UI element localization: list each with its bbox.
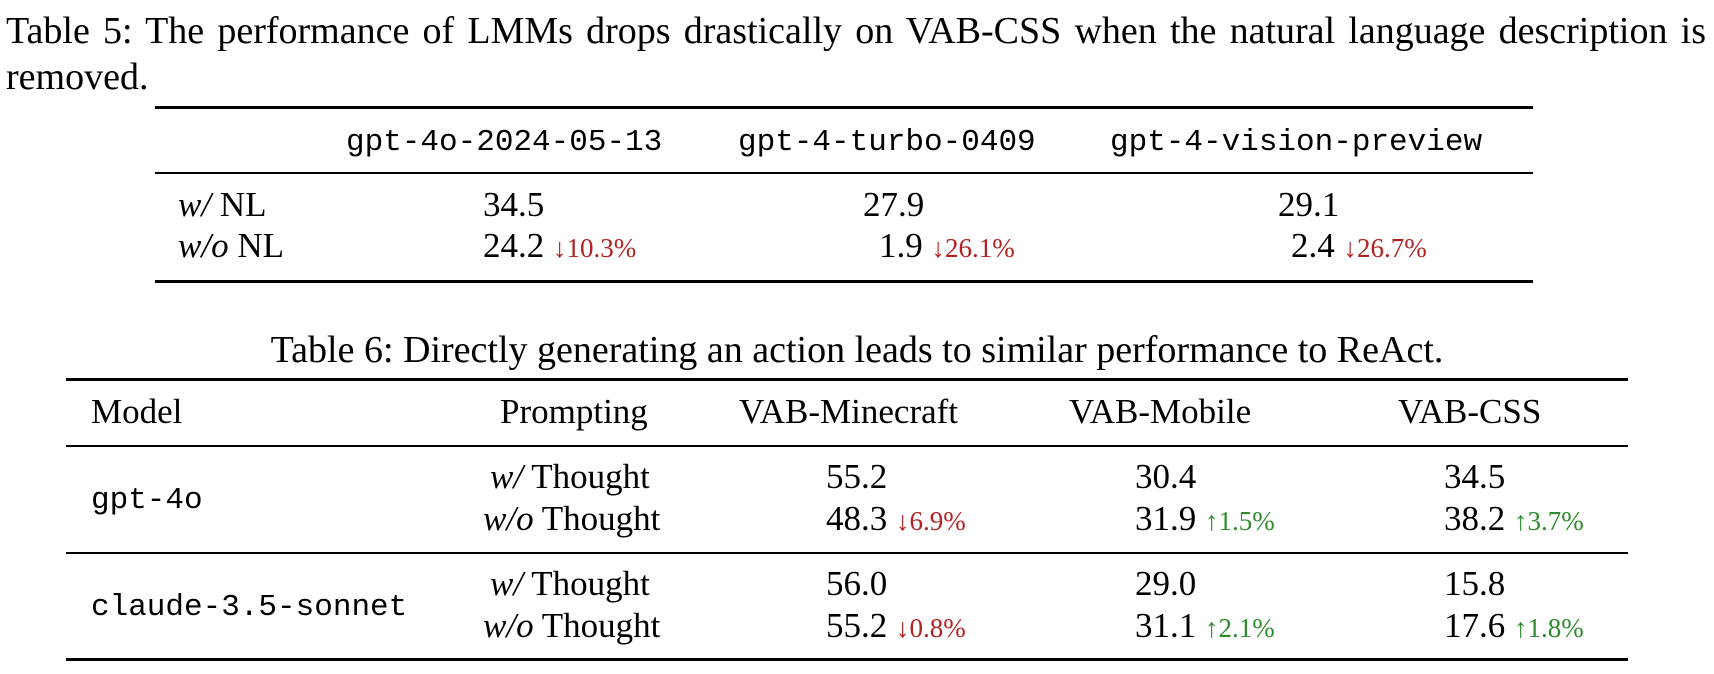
table6-header-css: VAB-CSS xyxy=(1398,392,1542,431)
table5-top-rule xyxy=(155,106,1533,109)
delta-down: ↓0.8% xyxy=(896,613,966,643)
table5-header-gpt-4-turbo: gpt-4-turbo-0409 xyxy=(738,125,1036,160)
table6-cell-value: 34.5 xyxy=(1444,457,1506,496)
table6-group-rule xyxy=(66,552,1628,554)
delta-up: ↑1.5% xyxy=(1205,506,1275,536)
table6-prompting: w/o Thought xyxy=(483,498,660,540)
table5-mid-rule xyxy=(155,172,1533,174)
prompting-italic: w/ xyxy=(490,564,524,603)
value-text: 17.6 xyxy=(1444,606,1506,645)
table6-header-rule xyxy=(66,445,1628,447)
table6-prompting: w/o Thought xyxy=(483,605,660,647)
table5-row-label: w/ NL xyxy=(178,184,266,226)
value-text: 31.1 xyxy=(1135,606,1197,645)
table6-header-mobile: VAB-Mobile xyxy=(1069,392,1252,431)
table5-cell-value: 34.5 xyxy=(483,185,545,224)
table6-cell-value: 29.0 xyxy=(1135,564,1197,603)
table5-header-gpt-4-vision: gpt-4-vision-preview xyxy=(1110,125,1483,160)
table6-cell-value: 15.8 xyxy=(1444,564,1506,603)
table6-prompting: w/ Thought xyxy=(490,456,650,498)
prompting-rest: Thought xyxy=(523,457,650,496)
table6-cell-value: 31.1 ↑2.1% xyxy=(1135,605,1275,649)
value-text: 1.9 xyxy=(879,226,923,265)
table5-cell-value: 2.4 ↓26.7% xyxy=(1291,225,1427,269)
value-text: 38.2 xyxy=(1444,499,1506,538)
table6-header-minecraft: VAB-Minecraft xyxy=(739,392,959,431)
delta-up: ↑1.8% xyxy=(1514,613,1584,643)
table5-cell-value: 27.9 xyxy=(863,185,925,224)
delta-up: ↑3.7% xyxy=(1514,506,1584,536)
table5-cell-value: 1.9 ↓26.1% xyxy=(879,225,1015,269)
value-text: 31.9 xyxy=(1135,499,1197,538)
prompting-rest: Thought xyxy=(533,606,661,645)
table5-cell-value: 24.2 ↓10.3% xyxy=(483,225,636,269)
delta-down: ↓6.9% xyxy=(896,506,966,536)
prompting-italic: w/o xyxy=(483,606,534,645)
table6-cell-value: 38.2 ↑3.7% xyxy=(1444,498,1584,542)
table5-bottom-rule xyxy=(155,280,1533,283)
row-label-italic: w/ xyxy=(178,185,212,224)
table6-bottom-rule xyxy=(66,658,1628,661)
delta-down: ↓26.1% xyxy=(931,233,1015,263)
prompting-italic: w/ xyxy=(490,457,524,496)
table5-row-label: w/o NL xyxy=(178,225,284,267)
prompting-italic: w/o xyxy=(483,499,534,538)
prompting-rest: Thought xyxy=(533,499,661,538)
value-text: 55.2 xyxy=(826,606,888,645)
table6-cell-value: 48.3 ↓6.9% xyxy=(826,498,966,542)
table6-cell-value: 30.4 xyxy=(1135,457,1197,496)
value-text: 48.3 xyxy=(826,499,888,538)
table6-model-claude-3-5-sonnet: claude-3.5-sonnet xyxy=(91,590,408,625)
table6-top-rule xyxy=(66,378,1628,381)
row-label-rest: NL xyxy=(228,226,284,265)
table6-header-prompting: Prompting xyxy=(500,392,648,431)
table6-cell-value: 55.2 ↓0.8% xyxy=(826,605,966,649)
table6-cell-value: 55.2 xyxy=(826,457,888,496)
table6-cell-value: 31.9 ↑1.5% xyxy=(1135,498,1275,542)
table5-header-gpt-4o: gpt-4o-2024-05-13 xyxy=(346,125,663,160)
row-label-italic: w/o xyxy=(178,226,229,265)
table6-cell-value: 17.6 ↑1.8% xyxy=(1444,605,1584,649)
table6-cell-value: 56.0 xyxy=(826,564,888,603)
table6-header-model: Model xyxy=(91,392,183,431)
delta-down: ↓26.7% xyxy=(1343,233,1427,263)
delta-down: ↓10.3% xyxy=(553,233,637,263)
row-label-rest: NL xyxy=(211,185,267,224)
table5-caption: Table 5: The performance of LMMs drops d… xyxy=(6,10,1706,98)
value-text: 24.2 xyxy=(483,226,545,265)
prompting-rest: Thought xyxy=(523,564,650,603)
table5-cell-value: 29.1 xyxy=(1278,185,1340,224)
value-text: 2.4 xyxy=(1291,226,1335,265)
table6-prompting: w/ Thought xyxy=(490,563,650,605)
table6-model-gpt-4o: gpt-4o xyxy=(91,483,203,518)
delta-up: ↑2.1% xyxy=(1205,613,1275,643)
table6-caption: Table 6: Directly generating an action l… xyxy=(270,329,1444,371)
